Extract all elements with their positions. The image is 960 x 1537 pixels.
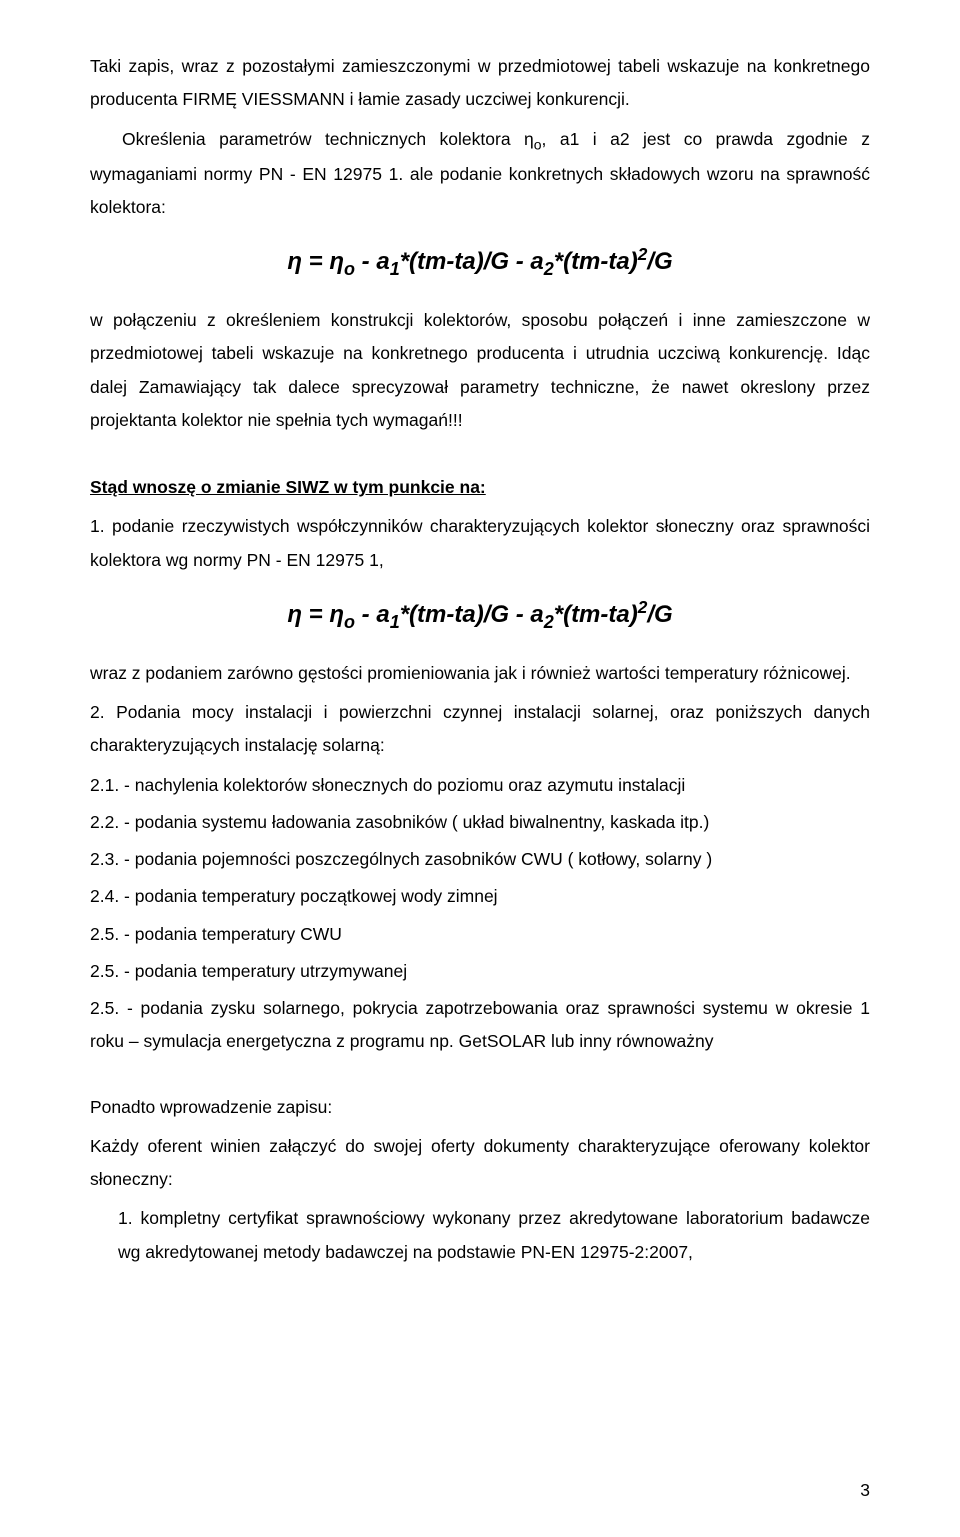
f1-part1: *(tm-ta)/G - a xyxy=(400,248,544,275)
paragraph-2: Określenia parametrów technicznych kolek… xyxy=(90,123,870,225)
paragraph-3: w połączeniu z określeniem konstrukcji k… xyxy=(90,304,870,437)
f2-minus1: - a xyxy=(355,601,390,628)
f1-sub-o: o xyxy=(344,259,355,279)
f2-part1: *(tm-ta)/G - a xyxy=(400,601,544,628)
list-item-2-5b: 2.5. - podania temperatury utrzymywanej xyxy=(90,955,870,988)
paragraph-5: wraz z podaniem zarówno gęstości promien… xyxy=(90,657,870,690)
list-item-2-5c: 2.5. - podania zysku solarnego, pokrycia… xyxy=(90,992,870,1059)
f2-eta: η xyxy=(287,601,302,628)
f1-part2: *(tm-ta) xyxy=(554,248,638,275)
f1-eta-o: η xyxy=(329,248,344,275)
page-number: 3 xyxy=(860,1474,870,1507)
p2-eta: η xyxy=(524,129,534,149)
list-item-2-2: 2.2. - podania systemu ładowania zasobni… xyxy=(90,806,870,839)
document-page: Taki zapis, wraz z pozostałymi zamieszcz… xyxy=(0,0,960,1537)
f2-sup2: 2 xyxy=(638,597,648,617)
f1-eta: η xyxy=(287,248,302,275)
spacer xyxy=(90,1077,870,1091)
p2-sub-o: o xyxy=(534,136,542,152)
f1-sub1: 1 xyxy=(390,259,400,279)
paragraph-6: 2. Podania mocy instalacji i powierzchni… xyxy=(90,696,870,763)
f1-minus1: - a xyxy=(355,248,390,275)
f2-sub-o: o xyxy=(344,612,355,632)
f2-sub2: 2 xyxy=(544,612,554,632)
spacer xyxy=(90,443,870,457)
paragraph-9: 1. kompletny certyfikat sprawnościowy wy… xyxy=(90,1202,870,1269)
paragraph-1: Taki zapis, wraz z pozostałymi zamieszcz… xyxy=(90,50,870,117)
p2-part-a: Określenia parametrów technicznych kolek… xyxy=(122,129,524,149)
efficiency-formula-1: η = ηo - a1*(tm-ta)/G - a2*(tm-ta)2/G xyxy=(90,242,870,282)
f2-tail: /G xyxy=(647,601,672,628)
list-item-2-3: 2.3. - podania pojemności poszczególnych… xyxy=(90,843,870,876)
list-item-2-1: 2.1. - nachylenia kolektorów słonecznych… xyxy=(90,769,870,802)
f1-tail: /G xyxy=(647,248,672,275)
heading-change-request: Stąd wnoszę o zmianie SIWZ w tym punkcie… xyxy=(90,471,870,504)
spacer xyxy=(90,1063,870,1077)
f2-sub1: 1 xyxy=(390,612,400,632)
f2-eq: = xyxy=(302,601,329,628)
efficiency-formula-2: η = ηo - a1*(tm-ta)/G - a2*(tm-ta)2/G xyxy=(90,595,870,635)
list-item-2-4: 2.4. - podania temperatury początkowej w… xyxy=(90,880,870,913)
f2-eta-o: η xyxy=(329,601,344,628)
paragraph-8: Każdy oferent winien załączyć do swojej … xyxy=(90,1130,870,1197)
list-item-2-5a: 2.5. - podania temperatury CWU xyxy=(90,918,870,951)
f1-sub2: 2 xyxy=(544,259,554,279)
paragraph-4: 1. podanie rzeczywistych współczynników … xyxy=(90,510,870,577)
paragraph-7: Ponadto wprowadzenie zapisu: xyxy=(90,1091,870,1124)
f1-eq: = xyxy=(302,248,329,275)
f1-sup2: 2 xyxy=(638,244,648,264)
f2-part2: *(tm-ta) xyxy=(554,601,638,628)
